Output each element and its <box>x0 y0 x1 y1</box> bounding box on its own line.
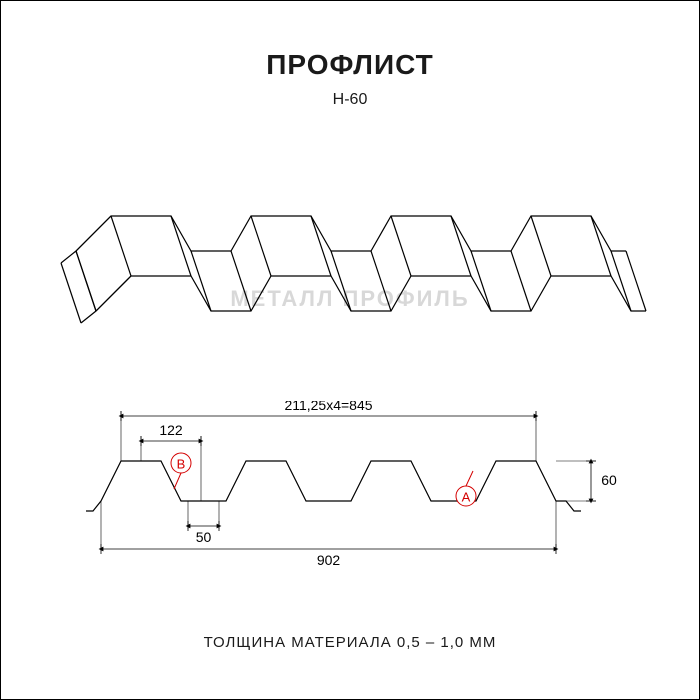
svg-text:B: B <box>177 457 186 472</box>
diagram-page: ПРОФЛИСТ Н-60 МЕТАЛЛ ПРОФИЛЬ 211,25х4=84… <box>0 0 700 700</box>
svg-text:50: 50 <box>196 529 212 545</box>
title: ПРОФЛИСТ <box>1 49 699 81</box>
svg-text:211,25х4=845: 211,25х4=845 <box>284 401 372 413</box>
thickness-note: ТОЛЩИНА МАТЕРИАЛА 0,5 – 1,0 ММ <box>1 634 699 651</box>
svg-text:902: 902 <box>317 552 341 568</box>
thickness-text: ТОЛЩИНА МАТЕРИАЛА 0,5 – 1,0 ММ <box>204 634 497 651</box>
title-text: ПРОФЛИСТ <box>266 49 433 80</box>
subtitle: Н-60 <box>1 91 699 109</box>
svg-text:A: A <box>462 490 471 505</box>
svg-text:60: 60 <box>601 472 617 488</box>
cross-section: 211,25х4=845 122 50 902 60 B A <box>71 401 631 581</box>
subtitle-text: Н-60 <box>333 91 368 108</box>
isometric-view <box>51 151 651 351</box>
svg-text:122: 122 <box>159 422 183 438</box>
